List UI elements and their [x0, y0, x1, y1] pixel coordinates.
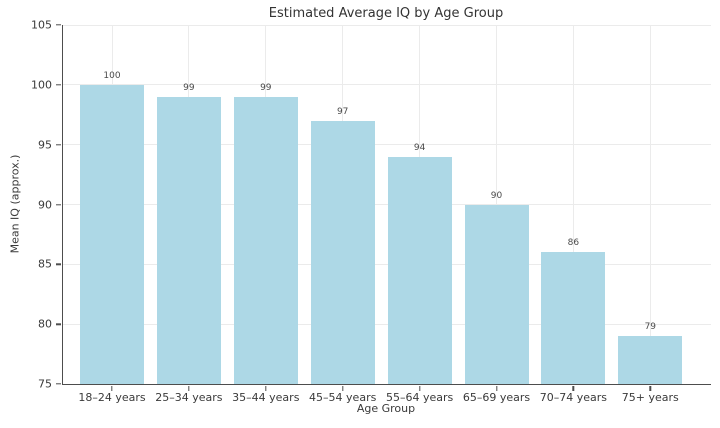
y-tick-label: 80 — [38, 317, 52, 331]
x-tick-mark — [495, 385, 498, 391]
x-tick-mark — [111, 385, 113, 391]
x-gridline — [572, 25, 574, 384]
y-tick-mark — [56, 383, 61, 385]
x-tick-label: 55–64 years — [385, 391, 454, 404]
y-tick-mark — [56, 323, 61, 325]
y-tick-label: 95 — [38, 138, 52, 152]
y-tick-mark — [56, 24, 61, 26]
bar — [541, 252, 606, 384]
x-tick-mark — [418, 385, 421, 391]
bar — [618, 336, 683, 384]
y-gridline — [63, 24, 711, 26]
bar-value-label: 79 — [644, 322, 657, 333]
plot-area: 75 80 85 90 95 100 105 100 18–24 years 99 25–34 ye… — [31, 19, 711, 404]
y-tick-mark — [56, 143, 61, 146]
x-tick-label: 65–69 years — [462, 391, 531, 404]
bar — [233, 96, 298, 384]
x-tick-mark — [572, 385, 575, 391]
y-tick-mark — [56, 203, 61, 206]
x-tick-label: 75+ years — [621, 391, 679, 404]
y-tick-label: 85 — [38, 257, 52, 271]
bar-value-label: 100 — [103, 70, 121, 81]
x-tick-label: 25–34 years — [155, 391, 223, 404]
x-tick-mark — [341, 385, 344, 391]
y-tick-label: 100 — [31, 78, 52, 92]
y-gridline — [63, 204, 711, 205]
y-gridline — [63, 263, 711, 265]
x-tick-label: 70–74 years — [539, 391, 608, 404]
y-tick-label: 90 — [38, 198, 52, 211]
y-tick-mark — [56, 84, 61, 86]
bar-value-label: 99 — [183, 82, 195, 93]
bar — [387, 156, 452, 384]
bar — [156, 96, 221, 384]
x-tick-label: 35–44 years — [232, 391, 300, 404]
x-gridline — [649, 25, 651, 384]
y-gridline — [63, 84, 711, 86]
bar — [80, 84, 144, 384]
chart-title: Estimated Average IQ by Age Group — [268, 6, 504, 21]
bar-value-label: 94 — [413, 142, 426, 153]
bar-value-label: 97 — [336, 106, 349, 117]
x-tick-mark — [188, 385, 190, 391]
y-tick-mark — [56, 263, 61, 266]
x-tick-label: 45–54 years — [309, 391, 377, 404]
bar — [464, 204, 529, 384]
y-gridline — [63, 144, 711, 146]
bar — [310, 120, 375, 384]
bar-value-label: 99 — [260, 82, 272, 93]
x-axis-label: Age Group — [356, 402, 416, 415]
y-gridline — [63, 323, 711, 325]
x-tick-mark — [265, 385, 267, 391]
bar-value-label: 86 — [567, 238, 580, 249]
x-tick-mark — [649, 385, 651, 391]
y-tick-label: 105 — [31, 18, 52, 32]
y-tick-label: 75 — [38, 377, 52, 391]
x-tick-label: 18–24 years — [78, 391, 146, 404]
bar-value-label: 90 — [490, 190, 503, 201]
